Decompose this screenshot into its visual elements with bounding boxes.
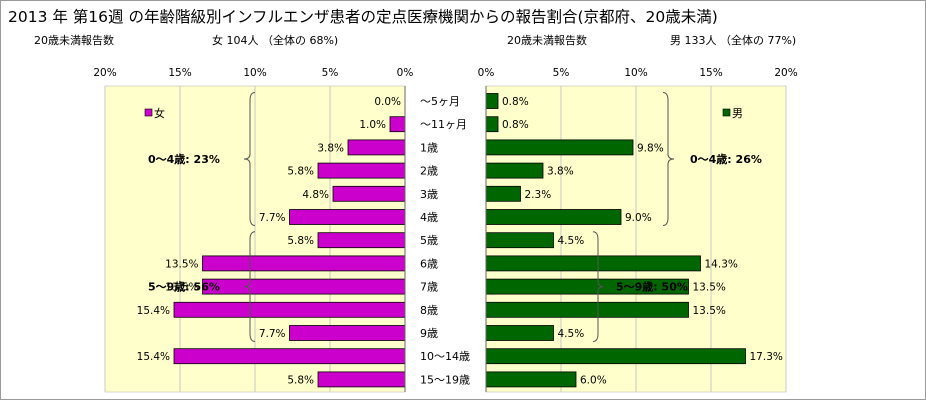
female-data-label: 0.0% <box>374 96 401 108</box>
male-data-label: 4.5% <box>558 235 585 247</box>
age-category-label: 9歳 <box>420 327 438 340</box>
male-bar <box>485 232 554 249</box>
male-legend-swatch <box>722 108 731 117</box>
male-data-label: 4.5% <box>558 328 585 340</box>
age-category-label: 2歳 <box>420 165 438 178</box>
female-age-group-brace <box>243 92 256 226</box>
male-tick-label: 20% <box>774 67 797 79</box>
age-category-label: 7歳 <box>420 281 438 294</box>
female-data-label: 3.8% <box>317 142 344 154</box>
female-bar <box>289 209 406 225</box>
female-data-label: 15.4% <box>137 351 170 363</box>
age-category-label: 1歳 <box>420 141 438 154</box>
male-data-label: 0.8% <box>502 119 529 131</box>
male-data-label: 13.5% <box>693 305 726 317</box>
female-tick-label: 5% <box>322 67 339 79</box>
male-data-label: 9.0% <box>625 212 652 224</box>
male-data-label: 14.3% <box>705 258 738 270</box>
male-age-group-annotation: 0～4歳: 26% <box>690 152 762 166</box>
female-bar <box>347 139 406 156</box>
male-data-label: 13.5% <box>693 282 726 294</box>
female-tick-label: 10% <box>243 67 266 79</box>
age-category-label: ～5ヶ月 <box>420 95 460 108</box>
male-bar <box>485 348 746 365</box>
age-category-label: 8歳 <box>420 304 438 317</box>
male-tick-label: 10% <box>624 67 647 79</box>
male-data-label: 2.3% <box>525 189 552 201</box>
male-bar <box>485 116 499 133</box>
age-category-label: 15～19歳 <box>420 373 470 386</box>
age-category-label: 6歳 <box>420 257 438 270</box>
female-data-label: 5.8% <box>287 374 314 386</box>
male-data-label: 0.8% <box>502 96 529 108</box>
female-age-group-brace <box>243 231 256 342</box>
male-bar <box>485 325 554 341</box>
female-bar <box>317 232 406 249</box>
age-category-label: ～11ヶ月 <box>420 118 467 131</box>
age-category-label: 3歳 <box>420 188 438 201</box>
female-bar <box>389 116 406 133</box>
male-bar <box>485 162 544 179</box>
female-data-label: 5.8% <box>287 235 314 247</box>
female-bar <box>173 348 406 365</box>
male-age-group-annotation: 5～9歳: 50% <box>616 280 688 294</box>
female-count-summary: 女 104人 （全体の 68%) <box>212 33 338 47</box>
male-data-label: 3.8% <box>547 166 574 178</box>
female-bar <box>332 185 406 202</box>
male-bar <box>485 371 577 388</box>
male-tick-label: 5% <box>553 67 570 79</box>
male-bar <box>485 255 701 272</box>
male-bar <box>485 139 634 156</box>
female-bar <box>173 301 406 318</box>
female-legend-swatch <box>144 108 153 117</box>
male-bar <box>485 93 499 109</box>
male-panel: 0% 5% 10% 15% 20% 0.8% 0.8% 9.8% 3.8% 2.3% 9.0% 4.5… <box>478 67 798 393</box>
female-data-label: 5.8% <box>287 166 314 178</box>
male-bar <box>485 185 521 202</box>
male-data-label: 17.3% <box>750 351 783 363</box>
female-data-label: 4.8% <box>302 189 329 201</box>
age-category-label: 10～14歳 <box>420 350 470 363</box>
male-legend-label: 男 <box>732 107 743 120</box>
age-category-label: 4歳 <box>420 211 438 224</box>
male-count-label: 20歳未満報告数 <box>507 34 587 47</box>
male-bar <box>485 209 622 225</box>
male-age-group-brace <box>592 231 605 342</box>
male-data-label: 6.0% <box>580 374 607 386</box>
male-bar <box>485 301 689 318</box>
female-age-group-annotation: 0～4歳: 23% <box>148 152 220 166</box>
female-bar <box>317 371 406 388</box>
female-data-label: 1.0% <box>359 119 386 131</box>
female-panel: 0%5%10%15%20%0.0%1.0%3.8%5.8%4.8%7.7%5.8… <box>93 67 414 393</box>
female-tick-label: 15% <box>168 67 191 79</box>
male-count-summary: 男 133人 （全体の 77%) <box>670 33 796 47</box>
female-count-label: 20歳未満報告数 <box>34 34 114 47</box>
female-age-group-annotation: 5～9歳: 56% <box>148 280 220 294</box>
female-data-label: 15.4% <box>137 305 170 317</box>
female-data-label: 13.5% <box>165 258 198 270</box>
male-tick-label: 15% <box>699 67 722 79</box>
female-legend-label: 女 <box>154 106 165 120</box>
female-data-label: 7.7% <box>259 328 286 340</box>
female-bar <box>202 278 406 295</box>
male-tick-label: 0% <box>478 67 495 79</box>
female-data-label: 7.7% <box>259 212 286 224</box>
female-data-label: 13.5% <box>165 282 198 294</box>
female-bar <box>317 162 406 179</box>
female-tick-label: 20% <box>93 67 116 79</box>
female-tick-label: 0% <box>397 67 414 79</box>
male-age-group-brace <box>662 92 675 226</box>
age-category-axis: ～5ヶ月 ～11ヶ月 1歳 2歳 3歳 4歳 5歳 6歳 7歳 8歳 9歳 10～14歳 15～19歳 <box>420 95 470 386</box>
male-data-label: 9.8% <box>637 142 664 154</box>
age-category-label: 5歳 <box>420 234 438 247</box>
chart-title: 2013 年 第16週 の年齢階級別インフルエンザ患者の定点医療機関からの報告割… <box>8 8 718 26</box>
female-bar <box>289 325 406 341</box>
female-bar <box>202 255 406 272</box>
